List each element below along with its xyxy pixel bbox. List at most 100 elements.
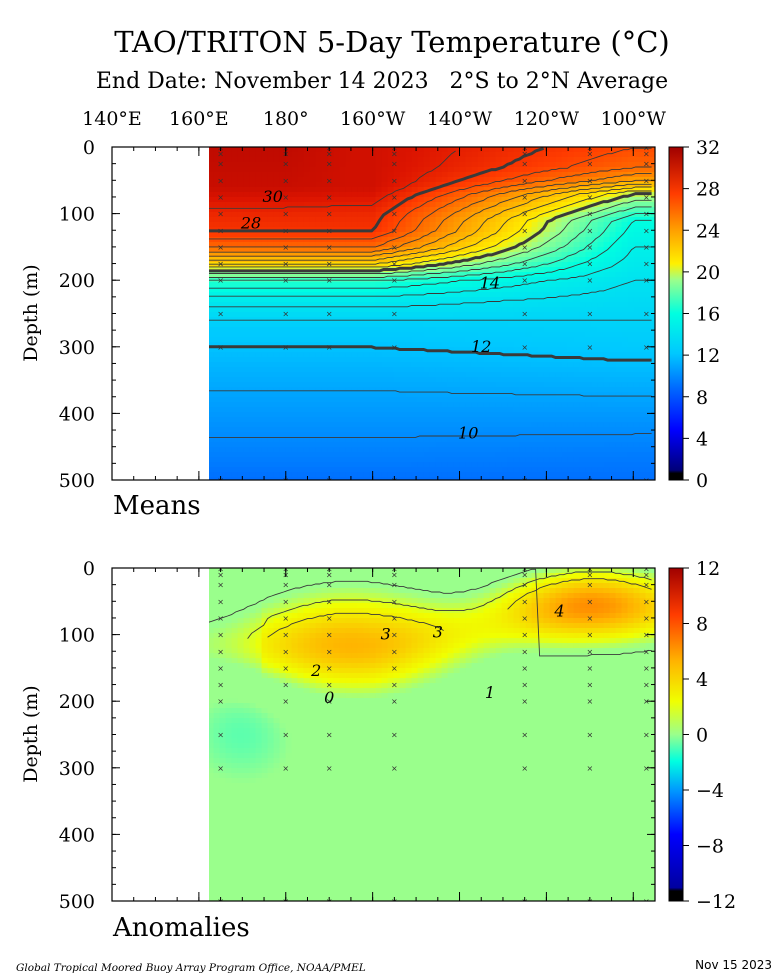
field-cell	[399, 407, 407, 413]
field-cell	[555, 152, 563, 158]
field-cell	[519, 257, 527, 263]
field-cell	[471, 307, 479, 313]
field-cell	[537, 467, 545, 473]
field-cell	[309, 437, 317, 443]
field-cell	[615, 302, 623, 308]
field-cell	[567, 232, 575, 238]
field-cell	[651, 172, 655, 178]
field-cell	[501, 252, 509, 258]
field-cell	[351, 147, 359, 153]
field-cell	[309, 282, 317, 288]
field-cell	[597, 197, 605, 203]
field-cell	[339, 332, 347, 338]
field-cell	[459, 367, 467, 373]
field-cell	[483, 247, 491, 253]
field-cell	[531, 197, 539, 203]
field-cell	[297, 367, 305, 373]
field-cell	[591, 172, 599, 178]
field-cell	[639, 447, 647, 453]
field-cell	[537, 447, 545, 453]
field-cell	[225, 417, 233, 423]
field-cell	[381, 282, 389, 288]
field-cell	[231, 397, 239, 403]
field-cell	[309, 442, 317, 448]
field-cell	[555, 257, 563, 263]
field-cell	[651, 182, 655, 188]
field-cell	[369, 462, 377, 468]
field-cell	[459, 272, 467, 278]
field-cell	[501, 412, 509, 418]
field-cell	[225, 192, 233, 198]
field-cell	[357, 342, 365, 348]
field-cell	[501, 427, 509, 433]
field-cell	[621, 217, 629, 223]
field-cell	[453, 222, 461, 228]
field-cell	[477, 222, 485, 228]
field-cell	[291, 237, 299, 243]
field-cell	[525, 367, 533, 373]
field-cell	[429, 352, 437, 358]
field-cell	[333, 442, 341, 448]
field-cell	[465, 387, 473, 393]
field-cell	[213, 272, 221, 278]
field-cell	[597, 262, 605, 268]
field-cell	[615, 417, 623, 423]
field-cell	[645, 427, 653, 433]
field-cell	[639, 197, 647, 203]
field-cell	[453, 377, 461, 383]
field-cell	[489, 397, 497, 403]
field-cell	[597, 412, 605, 418]
field-cell	[441, 297, 449, 303]
field-cell	[639, 477, 647, 480]
field-cell	[471, 287, 479, 293]
field-cell	[375, 392, 383, 398]
field-cell	[243, 457, 251, 463]
field-cell	[531, 302, 539, 308]
field-cell	[585, 342, 593, 348]
field-cell	[339, 462, 347, 468]
field-cell	[279, 387, 287, 393]
field-cell	[387, 212, 395, 218]
field-cell	[279, 202, 287, 208]
field-cell	[357, 392, 365, 398]
field-cell	[231, 162, 239, 168]
field-cell	[237, 222, 245, 228]
field-cell	[393, 197, 401, 203]
field-cell	[405, 202, 413, 208]
field-cell	[279, 237, 287, 243]
field-cell	[315, 432, 323, 438]
field-cell	[537, 427, 545, 433]
field-cell	[573, 342, 581, 348]
field-cell	[231, 332, 239, 338]
field-cell	[621, 447, 629, 453]
field-cell	[483, 232, 491, 238]
field-cell	[471, 367, 479, 373]
field-cell	[567, 402, 575, 408]
field-cell	[453, 182, 461, 188]
field-cell	[405, 327, 413, 333]
field-cell	[435, 222, 443, 228]
field-cell	[519, 307, 527, 313]
field-cell	[237, 322, 245, 328]
field-cell	[633, 447, 641, 453]
field-cell	[209, 417, 215, 423]
field-cell	[495, 242, 503, 248]
field-cell	[537, 247, 545, 253]
field-cell	[501, 192, 509, 198]
field-cell	[249, 272, 257, 278]
field-cell	[585, 407, 593, 413]
field-cell	[519, 412, 527, 418]
field-cell	[465, 467, 473, 473]
field-cell	[519, 467, 527, 473]
field-cell	[255, 352, 263, 358]
field-cell	[249, 247, 257, 253]
field-cell	[507, 197, 515, 203]
field-cell	[321, 372, 329, 378]
field-cell	[249, 447, 257, 453]
field-cell	[315, 282, 323, 288]
field-cell	[531, 237, 539, 243]
field-cell	[633, 322, 641, 328]
field-cell	[603, 272, 611, 278]
field-cell	[609, 457, 617, 463]
field-cell	[621, 307, 629, 313]
